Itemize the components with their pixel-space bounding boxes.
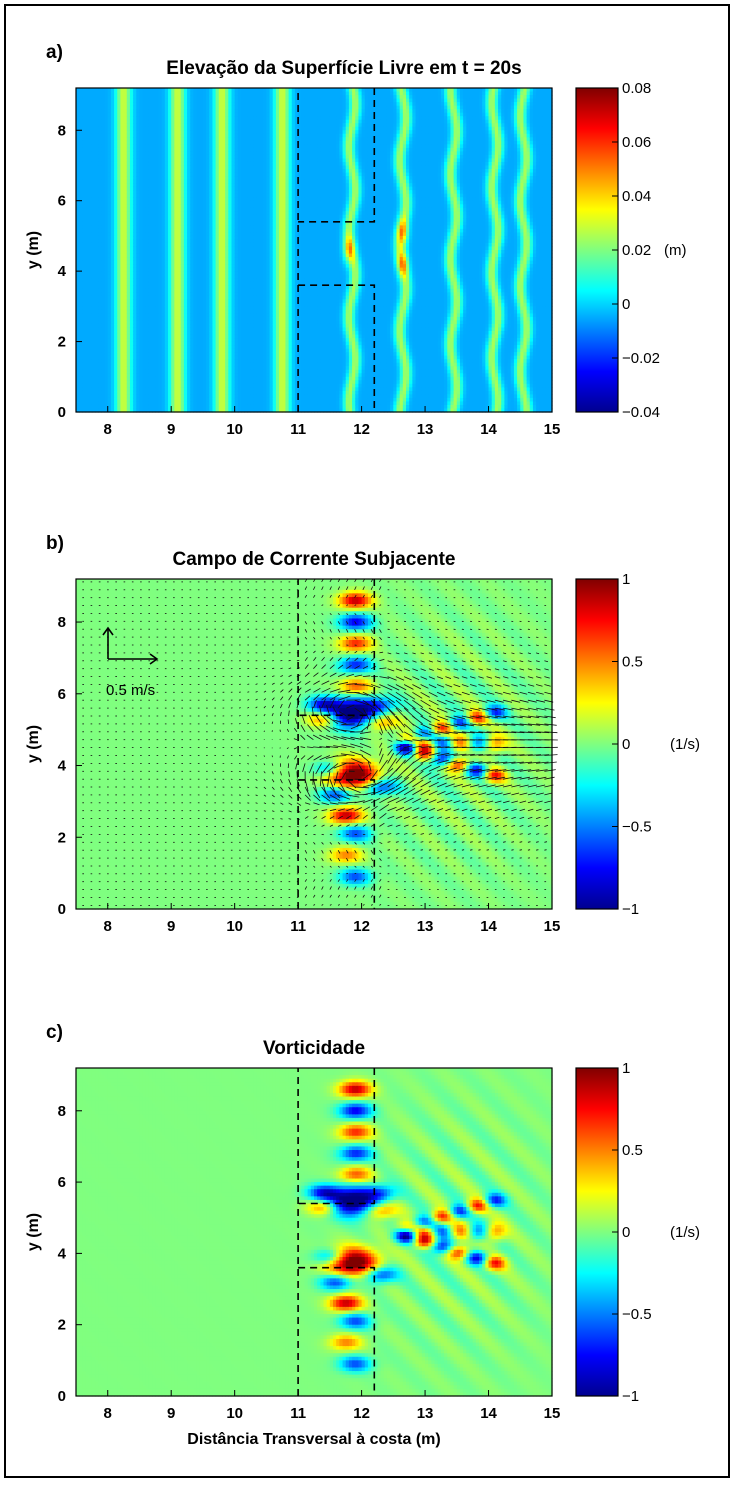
scale-arrow-label: 0.5 m/s	[106, 682, 155, 699]
y-axis-label: y (m)	[25, 725, 42, 763]
x-tick-label: 11	[290, 421, 306, 438]
y-tick-label: 4	[58, 263, 67, 280]
heatmap	[76, 1068, 553, 1397]
y-tick-label: 2	[58, 334, 66, 351]
colorbar-tick-label: 0.5	[622, 654, 643, 671]
x-axis: 8 9 10 11 12 13 14 15	[104, 1390, 561, 1422]
x-tick-label: 10	[226, 918, 243, 935]
colorbar-tick-label: −0.02	[622, 350, 660, 367]
scale-arrow	[102, 626, 159, 665]
colorbar-tick-label: −1	[622, 1388, 639, 1405]
x-axis-label: Distância Transversal à costa (m)	[187, 1431, 440, 1448]
x-tick-label: 9	[167, 421, 175, 438]
panel-label: b)	[46, 533, 64, 554]
plot-area	[75, 578, 553, 910]
y-tick-label: 4	[58, 758, 67, 775]
colorbar-tick-label: 0.5	[622, 1142, 643, 1159]
figure-frame: a) Elevação da Superfície Livre em t = 20…	[4, 4, 730, 1478]
x-tick-label: 12	[353, 421, 370, 438]
y-axis: 0 2 4 6 8	[58, 614, 82, 918]
y-tick-label: 8	[58, 1103, 66, 1120]
figure-canvas: a) Elevação da Superfície Livre em t = 20…	[25, 42, 700, 1448]
x-tick-label: 8	[104, 918, 112, 935]
x-tick-label: 12	[353, 1405, 370, 1422]
panel-title: Elevação da Superfície Livre em t = 20s	[166, 58, 521, 79]
x-tick-label: 10	[226, 1405, 243, 1422]
panel-title: Vorticidade	[263, 1038, 365, 1059]
x-tick-label: 9	[167, 918, 175, 935]
x-tick-label: 13	[417, 1405, 434, 1422]
panel-label: a)	[46, 42, 63, 63]
colorbar-tick-label: 1	[622, 1060, 630, 1077]
colorbar-tick-label: −0.04	[622, 404, 660, 421]
y-tick-label: 0	[58, 404, 66, 421]
y-tick-label: 6	[58, 1174, 66, 1191]
x-tick-label: 8	[104, 421, 112, 438]
x-tick-label: 8	[104, 1405, 112, 1422]
x-tick-label: 13	[417, 918, 434, 935]
colorbar-tick-label: 0.04	[622, 188, 651, 205]
y-tick-label: 0	[58, 901, 66, 918]
colorbar-tick-label: 0.02	[622, 242, 651, 259]
colorbar-unit: (m)	[664, 242, 687, 259]
y-tick-label: 6	[58, 193, 66, 210]
velocity-vectors	[82, 579, 558, 906]
x-tick-label: 15	[544, 1405, 561, 1422]
y-tick-label: 2	[58, 1317, 66, 1334]
colorbar: 0.08 0.06 0.04 0.02 0 −0.02 −0.04 (m)	[575, 80, 687, 421]
colorbar: 1 0.5 0 −0.5 −1 (1/s)	[575, 1060, 700, 1405]
x-tick-label: 14	[480, 918, 497, 935]
x-tick-label: 15	[544, 421, 561, 438]
y-tick-label: 0	[58, 1388, 66, 1405]
x-tick-label: 9	[167, 1405, 175, 1422]
x-tick-label: 14	[480, 1405, 497, 1422]
colorbar-unit: (1/s)	[670, 736, 700, 753]
heatmap	[76, 88, 553, 413]
x-tick-label: 12	[353, 918, 370, 935]
breakwater-outline	[297, 1068, 376, 1396]
y-tick-label: 4	[58, 1245, 67, 1262]
y-tick-label: 8	[58, 614, 66, 631]
x-tick-label: 15	[544, 918, 561, 935]
y-axis: 0 2 4 6 8	[58, 122, 82, 421]
x-tick-label: 11	[290, 1405, 306, 1422]
colorbar-tick-label: −0.5	[622, 1306, 652, 1323]
colorbar-tick-label: 0	[622, 296, 630, 313]
plot-area	[75, 87, 553, 413]
y-tick-label: 6	[58, 686, 66, 703]
panel-title: Campo de Corrente Subjacente	[173, 549, 456, 570]
x-tick-label: 14	[480, 421, 497, 438]
heatmap	[76, 579, 553, 910]
x-axis: 8 9 10 11 12 13 14 15	[104, 903, 561, 935]
y-axis-label: y (m)	[25, 231, 42, 269]
colorbar-tick-label: 0	[622, 736, 630, 753]
panel-label: c)	[46, 1022, 63, 1043]
breakwater-outline	[297, 88, 376, 412]
panel-current: b) Campo de Corrente Subjacente 0.5 m/s 8 9 1…	[25, 533, 700, 935]
colorbar-tick-label: −1	[622, 901, 639, 918]
colorbar-tick-label: 0.08	[622, 80, 651, 97]
colorbar-unit: (1/s)	[670, 1224, 700, 1241]
colorbar-tick-label: −0.5	[622, 819, 652, 836]
x-tick-label: 13	[417, 421, 434, 438]
y-axis-label: y (m)	[25, 1213, 42, 1251]
colorbar-tick-label: 0	[622, 1224, 630, 1241]
breakwater-outline	[297, 579, 376, 909]
x-tick-label: 11	[290, 918, 306, 935]
colorbar: 1 0.5 0 −0.5 −1 (1/s)	[575, 571, 700, 918]
y-tick-label: 8	[58, 122, 66, 139]
y-axis: 0 2 4 6 8	[58, 1103, 82, 1405]
y-tick-label: 2	[58, 829, 66, 846]
colorbar-tick-label: 0.06	[622, 134, 651, 151]
plot-area	[75, 1067, 553, 1397]
x-tick-label: 10	[226, 421, 243, 438]
colorbar-tick-label: 1	[622, 571, 630, 588]
x-axis: 8 9 10 11 12 13 14 15	[104, 406, 561, 438]
panel-elevation: a) Elevação da Superfície Livre em t = 20…	[25, 42, 687, 438]
